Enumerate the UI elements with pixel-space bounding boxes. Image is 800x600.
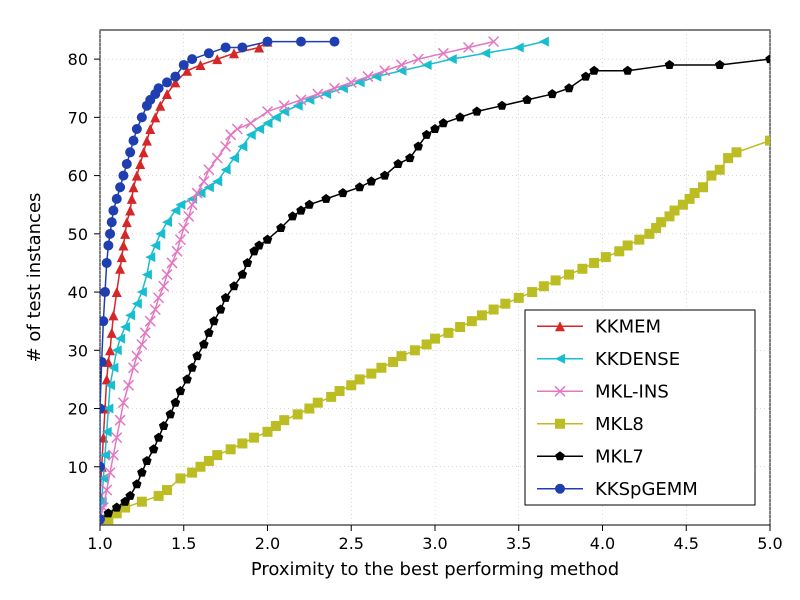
tick-label-x: 1.0: [87, 534, 112, 553]
tick-label-y: 40: [68, 283, 88, 302]
legend-label: MKL-INS: [595, 381, 669, 402]
marker: [555, 419, 565, 429]
series-KKMEM: [95, 37, 273, 525]
tick-label-y: 70: [68, 108, 88, 127]
tick-label-y: 80: [68, 50, 88, 69]
tick-label-x: 5.0: [757, 534, 782, 553]
performance-chart: 1.0 1.5 2.0 2.5 3.0 3.5 4.0 4.5 5.0 10 20 30 40 50 60 7…: [0, 0, 800, 600]
tick-label-x: 4.5: [674, 534, 699, 553]
y-axis-label: # of test instances: [24, 193, 45, 363]
legend: [525, 310, 755, 505]
tick-label-x: 1.5: [171, 534, 196, 553]
line: [100, 42, 494, 520]
tick-label-x: 3.5: [506, 534, 531, 553]
tick-label-x: 3.0: [422, 534, 447, 553]
x-axis-label: Proximity to the best performing method: [251, 559, 619, 580]
marker: [555, 484, 565, 494]
tick-label-x: 2.5: [339, 534, 364, 553]
tick-label-y: 60: [68, 167, 88, 186]
tick-label-y: 10: [68, 458, 88, 477]
tick-label-y: 20: [68, 400, 88, 419]
tick-label-x: 4.0: [590, 534, 615, 553]
line: [100, 42, 335, 520]
legend-label: MKL8: [595, 414, 644, 435]
legend-label: KKDENSE: [595, 349, 680, 370]
legend-label: MKL7: [595, 446, 644, 467]
legend-label: KKSpGEMM: [595, 479, 698, 500]
tick-label-y: 30: [68, 341, 88, 360]
legend-label: KKMEM: [595, 316, 661, 337]
tick-label-y: 50: [68, 225, 88, 244]
tick-label-x: 2.0: [255, 534, 280, 553]
chart-container: 1.0 1.5 2.0 2.5 3.0 3.5 4.0 4.5 5.0 10 20 30 40 50 60 7…: [0, 0, 800, 600]
